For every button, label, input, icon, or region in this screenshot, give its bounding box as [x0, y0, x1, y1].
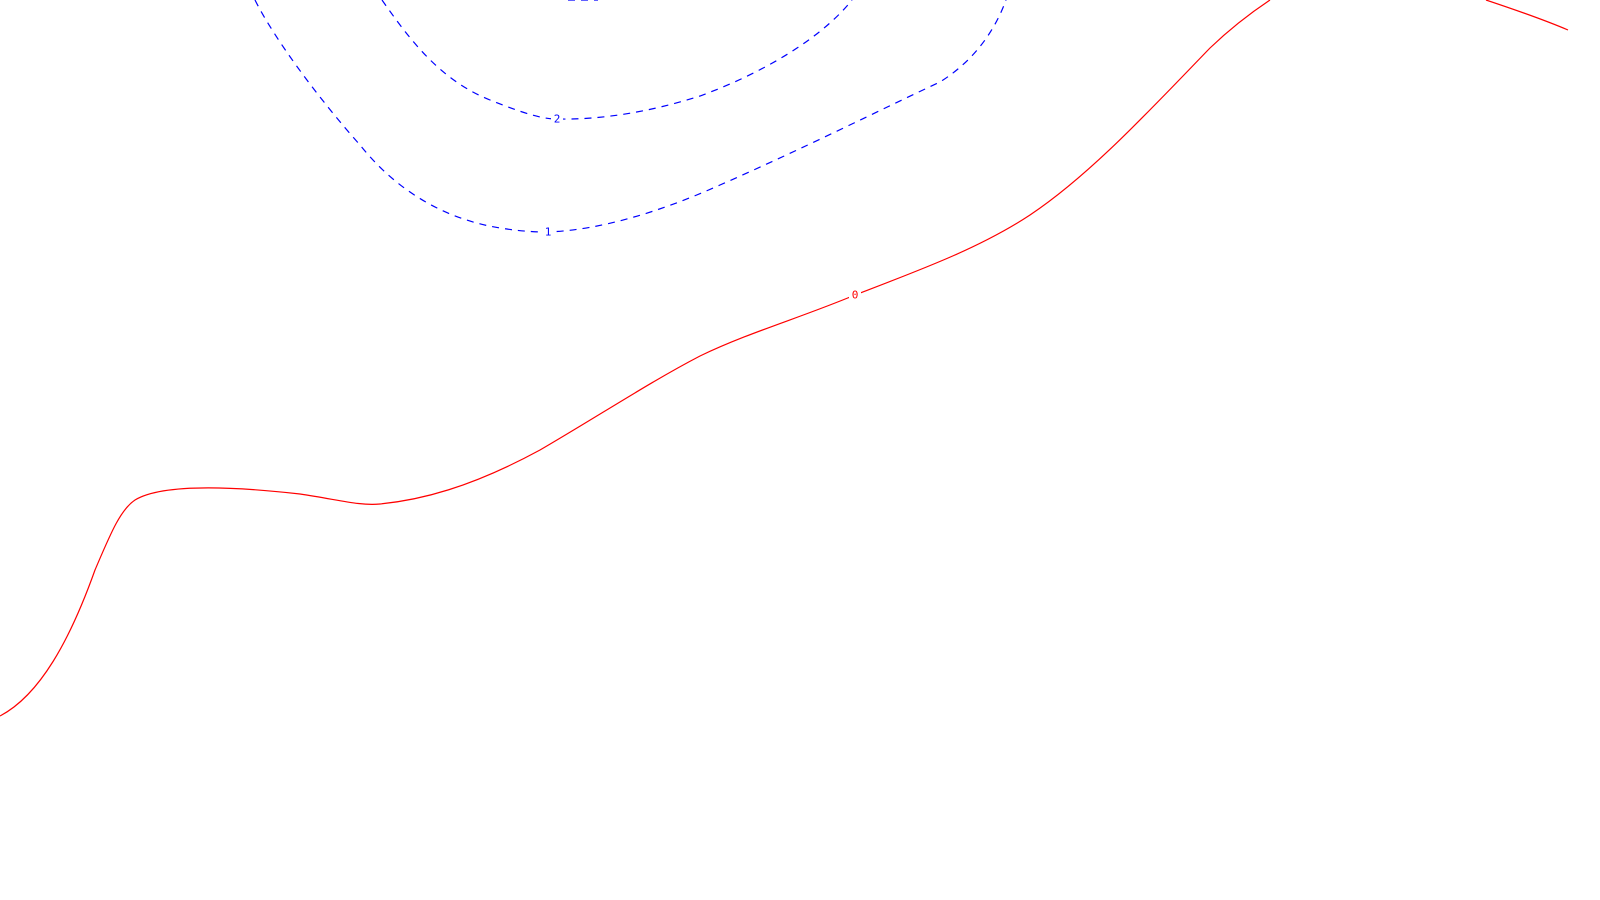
contour-line-level-1 — [254, 0, 1007, 233]
contour-line-level-2 — [381, 0, 853, 120]
contour-lines — [0, 0, 1569, 717]
contour-labels: 2 1 0 — [542, 113, 861, 302]
contour-label-level-0: 0 — [852, 289, 859, 302]
contour-label-level-1: 1 — [545, 226, 552, 239]
contour-label-background — [849, 289, 861, 301]
contour-label-level-2: 2 — [554, 113, 561, 126]
contour-line-level-0 — [0, 0, 1271, 717]
contour-label-background — [551, 113, 563, 125]
contour-line-level-0-segment — [1485, 0, 1569, 31]
contour-label-background — [542, 226, 554, 238]
